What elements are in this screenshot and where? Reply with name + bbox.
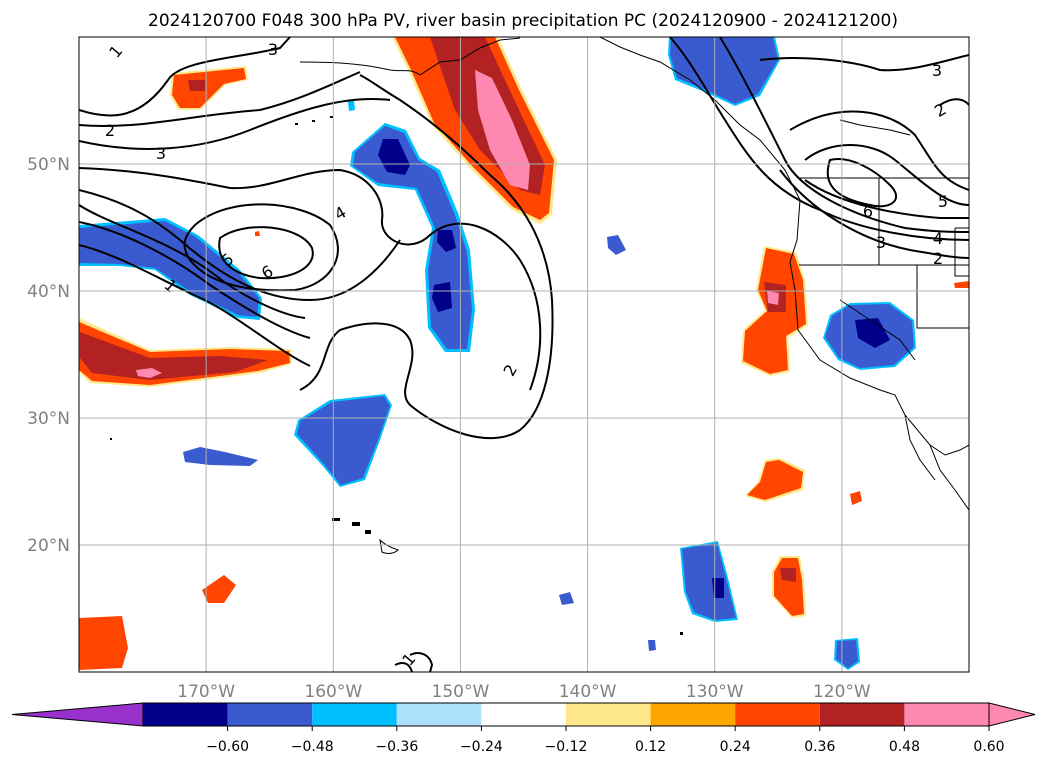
contour-label: 2 (933, 249, 943, 268)
colorbar-tick-label: −0.36 (375, 739, 418, 755)
colorbar-bin (396, 703, 482, 726)
lon-axis: 170°W 160°W 150°W 140°W 130°W 120°W (177, 682, 871, 702)
lon-tick-label: 120°W (813, 682, 871, 702)
colorbar-tick-label: 0.60 (973, 739, 1004, 755)
lon-tick-label: 160°W (304, 682, 362, 702)
gridlines (79, 37, 969, 672)
lon-tick-label: 140°W (559, 682, 617, 702)
precip-region-small-negative (183, 100, 656, 651)
colorbar-tick-label: −0.24 (460, 739, 503, 755)
pv-contours (79, 37, 969, 672)
lat-axis: 20°N 30°N 40°N 50°N (27, 155, 70, 556)
contour-label: 3 (876, 233, 886, 252)
contour-label: 3 (932, 61, 942, 80)
chart-title: 2024120700 F048 300 hPa PV, river basin … (148, 11, 898, 31)
colorbar-bin (481, 703, 566, 726)
colorbar-tick-label: −0.48 (291, 739, 334, 755)
colorbar-tick-label: 0.48 (889, 739, 920, 755)
contour-label: 6 (863, 202, 873, 221)
colorbar-tick-label: 0.36 (804, 739, 835, 755)
colorbar-bin (819, 703, 905, 726)
precip-region-west-negative (79, 218, 262, 320)
map-frame (78, 36, 970, 673)
precip-region-subtropical-positive-2 (772, 556, 806, 618)
precip-region-north-negative (668, 37, 780, 106)
contour-label: 3 (156, 144, 166, 163)
precip-region-california-negative (823, 302, 916, 370)
coastlines (299, 37, 969, 554)
colorbar-tick-label: 0.12 (635, 739, 666, 755)
precip-region-north-positive (170, 66, 248, 110)
colorbar-extend-min (11, 702, 144, 727)
precip-region-gulf-negative (350, 123, 475, 352)
precip-region-central-pacific-positive (79, 318, 292, 387)
contour-label: 3 (268, 40, 278, 59)
colorbar-tick-label: −0.60 (206, 739, 249, 755)
colorbar: −0.60 −0.48 −0.36 −0.24 −0.12 0.12 0.24 0.36 0.4… (11, 702, 1036, 755)
lat-tick-label: 40°N (27, 282, 70, 302)
colorbar-tick-label: 0.24 (720, 739, 751, 755)
islands (110, 116, 683, 635)
contour-label: 5 (938, 192, 948, 211)
lon-tick-label: 170°W (177, 682, 235, 702)
colorbar-bin (566, 703, 651, 726)
colorbar-bin (735, 703, 820, 726)
colorbar-extend-max (988, 702, 1036, 727)
precip-region-small-positive (79, 231, 969, 670)
contour-label: 2 (105, 121, 115, 140)
lat-tick-label: 30°N (27, 409, 70, 429)
precip-region-gulf-alaska-positive (392, 37, 557, 224)
colorbar-bin (904, 703, 989, 726)
lon-tick-label: 150°W (432, 682, 490, 702)
precip-shading (79, 37, 969, 670)
precip-region-california-positive (741, 246, 808, 376)
colorbar-bin (312, 703, 397, 726)
precip-region-subtropical-positive-1 (745, 458, 805, 502)
lat-tick-label: 20°N (27, 536, 70, 556)
colorbar-bin (143, 703, 228, 726)
colorbar-bin (227, 703, 313, 726)
contour-label: 4 (933, 229, 943, 248)
colorbar-bin (650, 703, 736, 726)
colorbar-tick-label: −0.12 (545, 739, 588, 755)
lat-tick-label: 50°N (27, 155, 70, 175)
lon-tick-label: 130°W (686, 682, 744, 702)
